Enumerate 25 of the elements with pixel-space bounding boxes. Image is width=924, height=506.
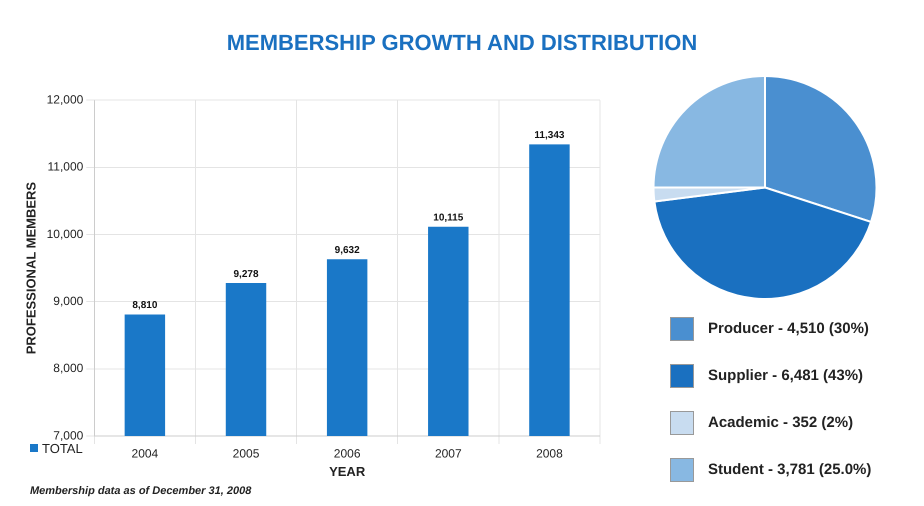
y-tick-label: 9,000 <box>53 294 84 308</box>
legend-label: Supplier - 6,481 (43%) <box>708 367 864 384</box>
text: Membership data as of December 31, 2008 <box>30 485 252 497</box>
data-label: 9,632 <box>334 244 360 256</box>
legend-label: Student - 3,781 (25.0%) <box>708 461 872 478</box>
x-tick-label: 2007 <box>434 446 462 461</box>
x-tick-label: 2005 <box>232 446 260 461</box>
y-tick-label: 12,000 <box>46 92 84 107</box>
legend-label: Academic - 352 (2%) <box>708 414 854 431</box>
x-axis-title: YEAR <box>329 464 366 479</box>
y-tick-label: 10,000 <box>46 226 84 241</box>
data-label: 10,115 <box>433 212 464 224</box>
x-tick-label: 2004 <box>132 446 159 461</box>
data-label: 8,810 <box>132 300 158 312</box>
legend-label: Producer - 4,510 (30%) <box>708 320 869 337</box>
legend-label: TOTAL <box>42 440 83 456</box>
y-tick-label: 11,000 <box>47 160 84 174</box>
y-axis-title: PROFESSIONAL MEMBERS <box>23 182 38 354</box>
chart-title: MEMBERSHIP GROWTH AND DISTRIBUTION <box>226 30 698 56</box>
x-tick-label: 2008 <box>536 446 564 461</box>
data-label: 11,343 <box>534 130 565 142</box>
data-label: 9,278 <box>233 268 259 280</box>
y-tick-label: 8,000 <box>53 361 84 376</box>
y-tick-label: 7,000 <box>53 428 84 442</box>
x-tick-label: 2006 <box>334 446 361 461</box>
